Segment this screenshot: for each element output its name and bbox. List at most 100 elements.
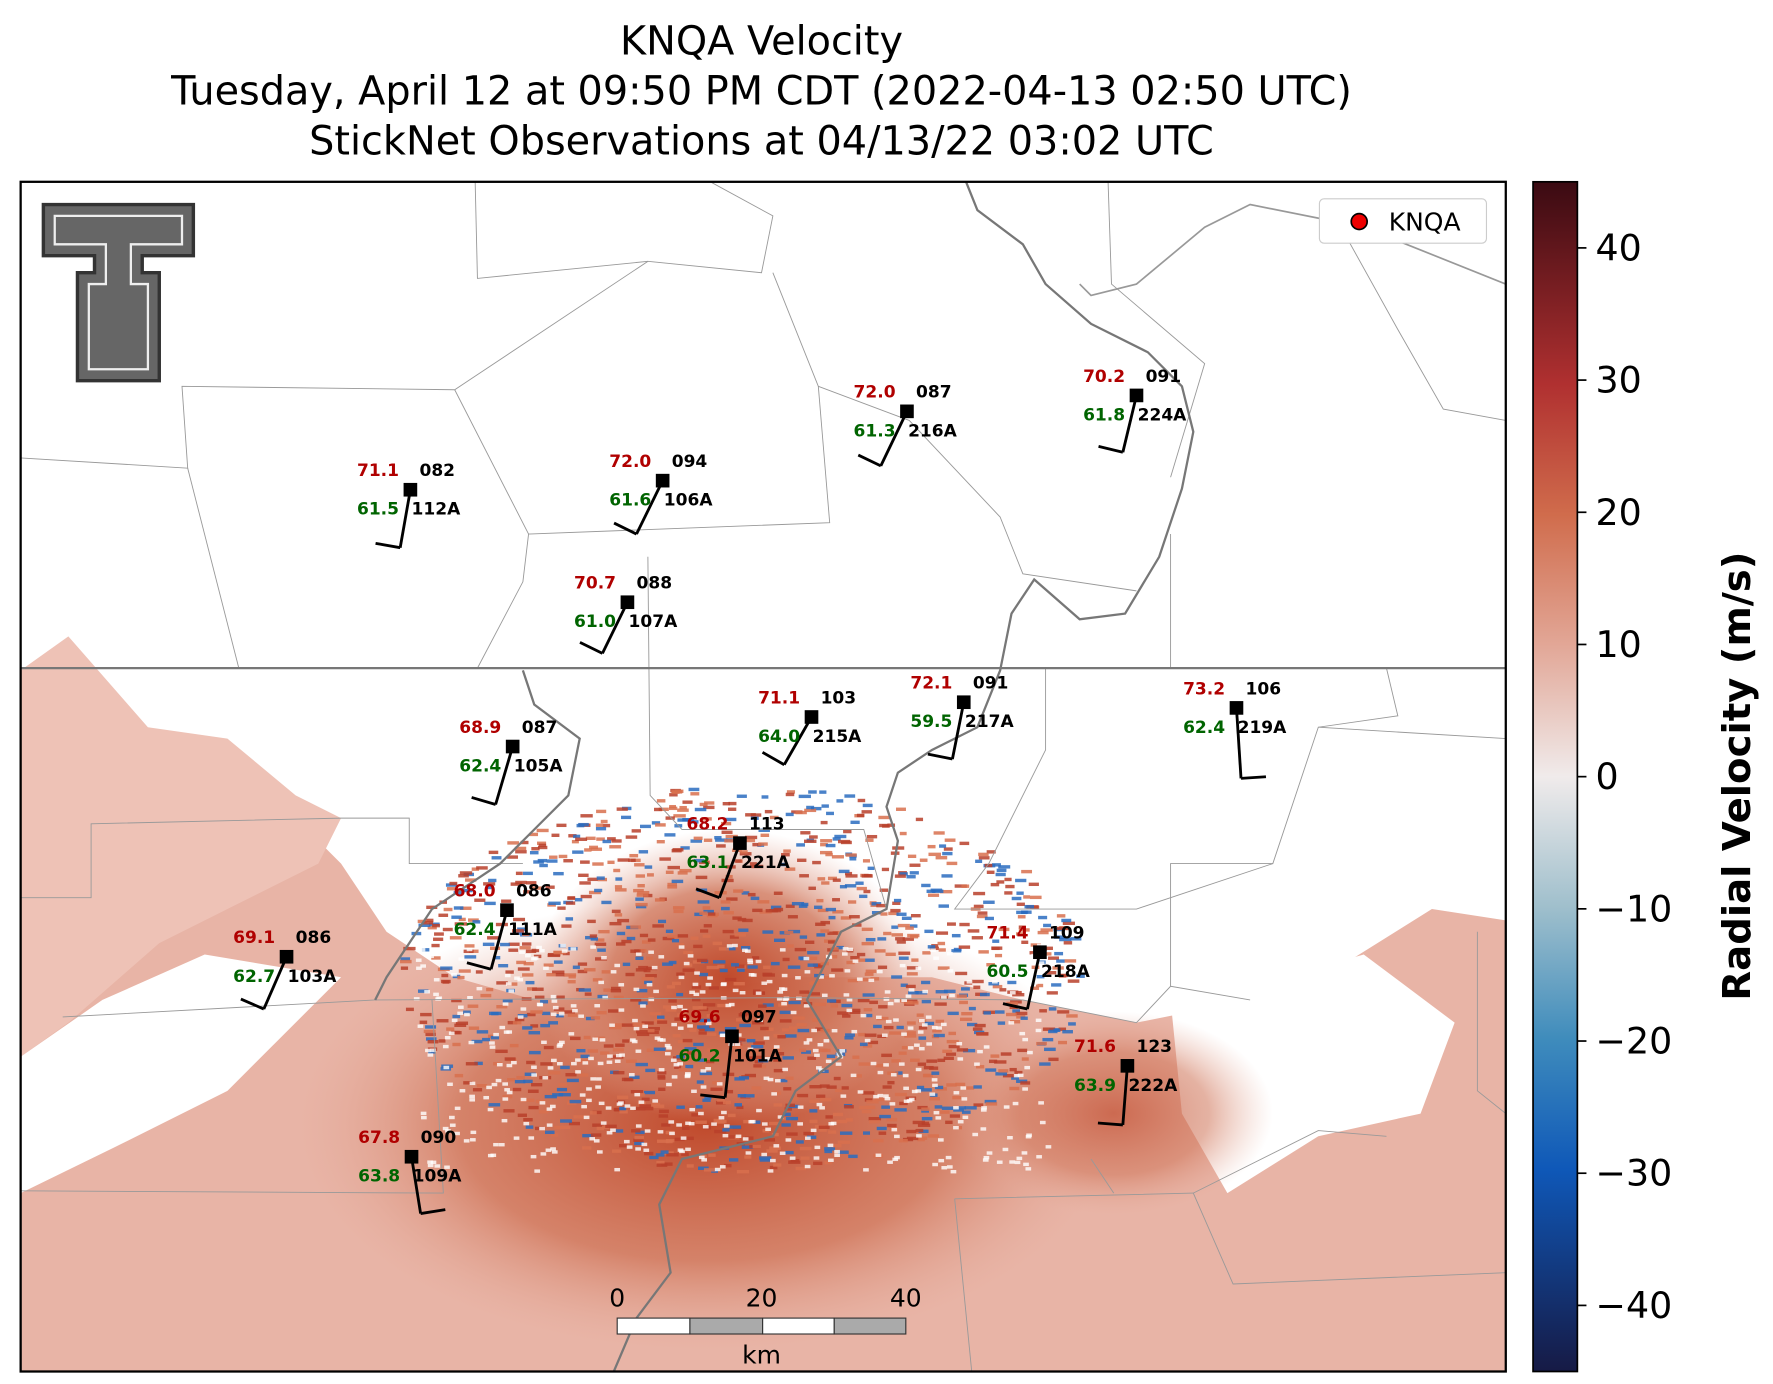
pressure: 109 bbox=[1049, 924, 1085, 944]
radar-gate bbox=[857, 798, 866, 803]
radar-gate bbox=[585, 1016, 595, 1021]
radar-gate bbox=[542, 1076, 549, 1080]
radar-gate bbox=[747, 960, 754, 965]
radar-gate bbox=[596, 1150, 603, 1154]
radar-gate bbox=[468, 1026, 480, 1030]
radar-gate bbox=[943, 989, 956, 994]
radar-gate bbox=[701, 817, 712, 821]
radar-gate bbox=[760, 1026, 769, 1031]
radar-gate bbox=[785, 1103, 795, 1108]
radar-gate bbox=[595, 823, 604, 827]
radar-gate bbox=[419, 1020, 428, 1024]
radar-gate bbox=[464, 1012, 470, 1017]
radar-gate bbox=[1002, 1147, 1009, 1152]
radar-gate bbox=[924, 1021, 935, 1026]
radar-gate bbox=[765, 1027, 774, 1031]
radar-gate bbox=[725, 817, 737, 822]
radar-gate bbox=[662, 936, 675, 941]
radar-gate bbox=[983, 1155, 990, 1160]
radar-gate bbox=[883, 1063, 889, 1067]
radar-gate bbox=[507, 1078, 516, 1082]
dewpoint: 61.0 bbox=[574, 612, 616, 632]
radar-gate bbox=[985, 1102, 998, 1106]
radar-gate bbox=[1009, 1086, 1020, 1091]
radar-gate bbox=[898, 1051, 907, 1055]
radar-gate bbox=[580, 860, 590, 864]
radar-gate bbox=[980, 1108, 987, 1112]
radar-gate bbox=[861, 1109, 872, 1114]
radar-gate bbox=[672, 906, 685, 910]
radar-gate bbox=[964, 1106, 977, 1110]
radar-gate bbox=[1045, 1145, 1052, 1149]
radar-gate bbox=[769, 815, 779, 820]
radar-gate bbox=[1023, 895, 1031, 899]
radar-gate bbox=[841, 1003, 853, 1008]
radar-gate bbox=[775, 1079, 781, 1083]
radar-gate bbox=[758, 828, 770, 832]
radar-gate bbox=[666, 1153, 679, 1157]
radar-gate bbox=[558, 1082, 567, 1087]
wind-barb-flag bbox=[927, 752, 953, 761]
radar-gate bbox=[903, 1086, 909, 1091]
radar-gate bbox=[781, 1001, 787, 1006]
radar-gate bbox=[966, 1022, 978, 1027]
radar-gate bbox=[773, 1034, 781, 1038]
radar-gate bbox=[751, 864, 764, 869]
radar-gate bbox=[895, 807, 906, 811]
radar-gate bbox=[868, 978, 875, 983]
radar-gate bbox=[844, 794, 856, 798]
radar-gate bbox=[458, 917, 466, 922]
radar-gate bbox=[828, 915, 836, 920]
radar-gate bbox=[636, 988, 648, 993]
radar-gate bbox=[844, 884, 857, 888]
radar-gate bbox=[757, 1059, 769, 1063]
radar-gate bbox=[537, 845, 548, 850]
radar-gate bbox=[476, 1084, 488, 1088]
radar-gate bbox=[894, 999, 900, 1003]
radar-gate bbox=[665, 816, 675, 820]
radar-gate bbox=[690, 792, 700, 796]
radar-gate bbox=[1016, 891, 1024, 895]
station-id: 218A bbox=[1041, 962, 1091, 982]
radar-gate bbox=[413, 997, 420, 1001]
radar-gate bbox=[1016, 902, 1025, 906]
radar-gate bbox=[463, 1081, 473, 1085]
radar-gate bbox=[522, 932, 530, 937]
radar-gate bbox=[427, 1053, 434, 1057]
radar-gate bbox=[551, 833, 560, 838]
radar-gate bbox=[1005, 884, 1015, 889]
radar-gate bbox=[646, 966, 658, 971]
radar-gate bbox=[799, 1146, 812, 1151]
radar-gate bbox=[1063, 941, 1073, 945]
radar-gate bbox=[895, 937, 905, 941]
radar-gate bbox=[449, 1123, 456, 1127]
radar-gate bbox=[1059, 937, 1072, 942]
radar-gate bbox=[1056, 914, 1066, 918]
radar-gate bbox=[507, 1020, 518, 1025]
boundaries bbox=[20, 181, 1506, 1372]
radar-gate bbox=[781, 973, 788, 978]
radar-gate bbox=[516, 1075, 525, 1080]
radar-gate bbox=[773, 891, 783, 895]
radar-gate bbox=[498, 1143, 505, 1147]
radar-gate bbox=[472, 920, 481, 924]
temperature: 72.1 bbox=[910, 674, 952, 694]
radar-gate bbox=[1070, 937, 1082, 941]
radar-gate bbox=[656, 799, 666, 803]
wind-barb bbox=[601, 601, 629, 654]
radar-gate bbox=[619, 1143, 628, 1148]
radar-gate bbox=[999, 988, 1007, 992]
radar-gate bbox=[764, 1057, 771, 1061]
radar-gate bbox=[892, 846, 905, 850]
radar-gate bbox=[689, 1028, 697, 1032]
radar-gate bbox=[758, 842, 768, 846]
radar-gate bbox=[495, 1049, 508, 1054]
station-id: 103A bbox=[288, 967, 338, 987]
radar-gate bbox=[952, 1095, 962, 1100]
temperature: 71.1 bbox=[758, 688, 800, 708]
radar-gate bbox=[949, 1114, 961, 1118]
colorbar-tick-label: 30 bbox=[1596, 359, 1642, 402]
radar-gate bbox=[726, 946, 736, 951]
radar-gate bbox=[917, 1123, 931, 1127]
radar-gate bbox=[630, 998, 642, 1002]
